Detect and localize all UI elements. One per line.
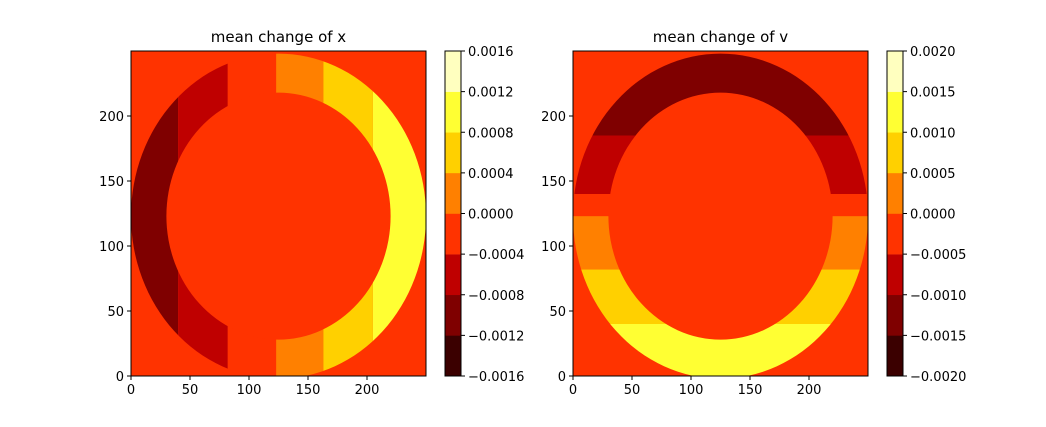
ring-region xyxy=(131,51,426,376)
heatmap-area xyxy=(573,51,868,376)
ring-segment-5 xyxy=(323,51,373,376)
ring-segment-3 xyxy=(573,216,868,270)
ring-segment-5 xyxy=(573,135,868,194)
colorbar-band xyxy=(887,213,903,255)
colorbar-band xyxy=(445,172,461,214)
axes-frame xyxy=(572,50,869,377)
chart-panel-2: mean change of v 0 50 100 150 200 0 50 100 150 200… xyxy=(541,28,966,398)
ring-segment-2 xyxy=(573,269,868,324)
x-tick-label: 50 xyxy=(182,383,199,398)
colorbar-tick-label: −0.0015 xyxy=(910,329,966,344)
x-tick-label: 150 xyxy=(738,383,763,398)
colorbar: −0.0016 −0.0012 −0.0008 −0.0004 0.0000 0.0004… xyxy=(444,45,524,385)
colorbar-band xyxy=(445,91,461,133)
y-tick-label: 150 xyxy=(541,175,566,190)
y-tick-label: 100 xyxy=(541,240,566,255)
colorbar-band xyxy=(445,132,461,174)
y-tick-label: 100 xyxy=(99,240,124,255)
x-tick-label: 200 xyxy=(797,383,822,398)
colorbar-band xyxy=(445,213,461,255)
y-tick-label: 0 xyxy=(558,370,566,385)
colorbar-tick-label: 0.0005 xyxy=(910,167,956,182)
colorbar-band xyxy=(887,51,903,92)
colorbar-band xyxy=(445,294,461,336)
colorbar-tick-label: 0.0000 xyxy=(910,208,956,223)
ring-segment-3 xyxy=(227,51,277,376)
colorbar-tick-label: 0.0012 xyxy=(468,86,514,101)
colorbar-band xyxy=(887,254,903,296)
ring-segment-4 xyxy=(276,51,324,376)
y-tick-label: 150 xyxy=(99,175,124,190)
colorbar-tick-label: −0.0005 xyxy=(910,248,966,263)
axes-frame xyxy=(130,50,427,377)
y-tick-label: 200 xyxy=(99,110,124,125)
x-tick-label: 0 xyxy=(569,383,577,398)
colorbar-tick-label: 0.0008 xyxy=(468,126,514,141)
ring-segment-2 xyxy=(178,51,228,376)
ring-segment-1 xyxy=(131,51,179,376)
colorbar-band xyxy=(887,91,903,133)
colorbar: −0.0020 −0.0015 −0.0010 −0.0005 0.0000 0.0005… xyxy=(886,45,966,385)
colorbar-band xyxy=(445,254,461,296)
x-tick-label: 150 xyxy=(296,383,321,398)
colorbar-tick-label: 0.0016 xyxy=(468,45,514,60)
colorbar-tick-label: −0.0012 xyxy=(468,329,524,344)
colorbar-tick-label: 0.0010 xyxy=(910,126,956,141)
x-tick-label: 100 xyxy=(237,383,262,398)
ring-segment-1 xyxy=(573,324,868,376)
y-tick-label: 200 xyxy=(541,110,566,125)
colorbar-band xyxy=(887,294,903,336)
y-tick-label: 50 xyxy=(549,305,566,320)
ring-segment-4 xyxy=(573,194,868,217)
y-tick-label: 0 xyxy=(116,370,124,385)
ring-segment-6 xyxy=(372,51,426,376)
colorbar-band xyxy=(887,335,903,377)
x-tick-label: 50 xyxy=(624,383,641,398)
colorbar-tick-label: −0.0008 xyxy=(468,289,524,304)
x-tick-label: 100 xyxy=(679,383,704,398)
colorbar-tick-label: 0.0015 xyxy=(910,86,956,101)
y-tick-label: 50 xyxy=(107,305,124,320)
chart-panel-1: mean change of x 0 50 100 150 200 0 50 100 150 200… xyxy=(99,28,524,398)
colorbar-tick-label: −0.0020 xyxy=(910,370,966,385)
colorbar-tick-label: −0.0010 xyxy=(910,289,966,304)
x-tick-label: 200 xyxy=(355,383,380,398)
colorbar-tick-label: −0.0004 xyxy=(468,248,524,263)
colorbar-band xyxy=(445,335,461,377)
heatmap-area xyxy=(131,51,426,376)
colorbar-tick-label: −0.0016 xyxy=(468,370,524,385)
colorbar-band xyxy=(445,51,461,92)
ring-region xyxy=(573,51,868,376)
chart-title: mean change of x xyxy=(211,28,347,46)
colorbar-tick-label: 0.0004 xyxy=(468,167,514,182)
chart-title: mean change of v xyxy=(653,28,789,46)
colorbar-band xyxy=(887,132,903,174)
colorbar-tick-label: 0.0020 xyxy=(910,45,956,60)
x-tick-label: 0 xyxy=(127,383,135,398)
ring-segment-6 xyxy=(573,51,868,136)
colorbar-band xyxy=(887,172,903,214)
colorbar-tick-label: 0.0000 xyxy=(468,208,514,223)
